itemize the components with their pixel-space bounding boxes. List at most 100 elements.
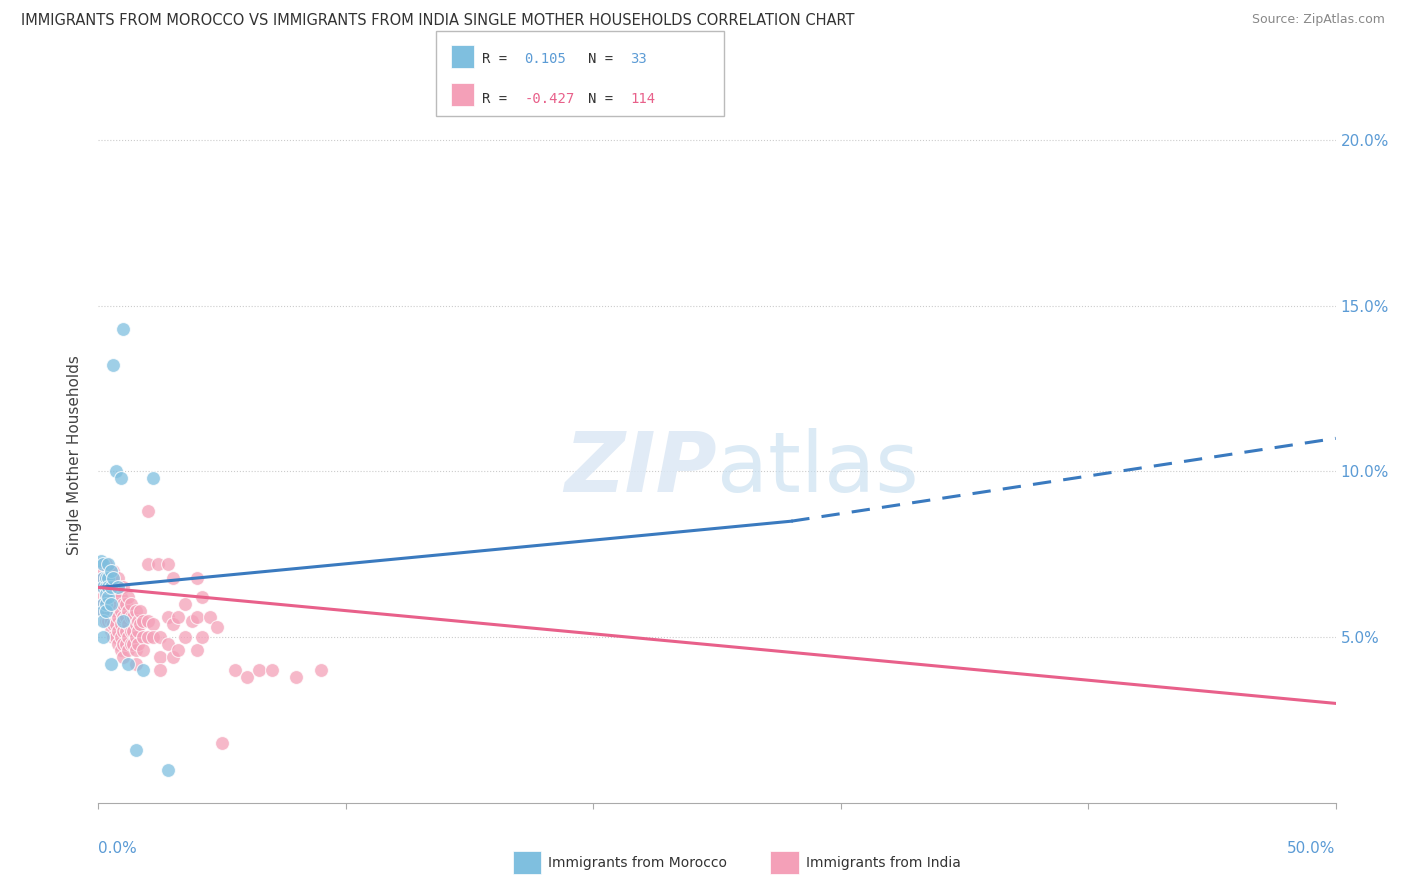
Point [260,663,283,677]
Point [132,614,155,628]
Point [100,604,122,618]
Point [127,624,149,638]
Text: Immigrants from Morocco: Immigrants from Morocco [548,855,727,870]
Point [104,591,127,605]
Point [103,630,125,644]
Point [205,620,228,634]
Point [120,610,142,624]
Point [107,624,129,638]
Point [166,643,188,657]
Point [94,570,117,584]
Point [93,558,115,572]
Point [97,581,120,595]
Point [247,663,270,677]
Point [94,558,117,572]
Point [100,614,122,628]
Point [93,614,115,628]
Text: ZIP: ZIP [564,428,717,509]
Point [224,663,246,677]
Y-axis label: Single Mother Households: Single Mother Households [67,355,83,555]
Point [90,554,112,568]
Point [114,610,136,624]
Point [156,610,179,624]
Point [94,614,117,628]
Point [120,624,142,638]
Point [149,650,172,665]
Point [107,570,129,584]
Text: 0.0%: 0.0% [98,841,138,856]
Point [103,616,125,631]
Point [122,624,145,638]
Text: Source: ZipAtlas.com: Source: ZipAtlas.com [1251,13,1385,27]
Point [309,663,332,677]
Point [93,604,115,618]
Point [132,663,155,677]
Point [110,630,132,644]
Point [94,604,117,618]
Point [132,643,155,657]
Point [112,637,135,651]
Point [132,630,155,644]
Point [127,614,149,628]
Point [97,604,120,618]
Point [114,637,136,651]
Point [142,616,165,631]
Point [174,597,197,611]
Point [117,657,139,671]
Point [117,643,139,657]
Point [94,570,117,584]
Point [191,630,214,644]
Point [103,564,125,578]
Point [120,597,142,611]
Point [107,597,129,611]
Point [112,650,135,665]
Point [142,630,165,644]
Point [124,643,146,657]
Point [100,570,122,584]
Point [94,591,117,605]
Point [97,564,120,578]
Text: 50.0%: 50.0% [1288,841,1336,856]
Point [186,570,208,584]
Point [156,637,179,651]
Point [94,597,117,611]
Text: N =: N = [588,52,621,66]
Point [94,604,117,618]
Point [94,581,117,595]
Point [124,616,146,631]
Point [112,614,135,628]
Text: -0.427: -0.427 [524,92,575,106]
Point [103,577,125,591]
Point [156,558,179,572]
Point [93,591,115,605]
Point [97,558,120,572]
Point [285,670,308,684]
Point [104,581,127,595]
Point [117,616,139,631]
Point [136,504,159,518]
Point [107,583,129,598]
Text: R =: R = [482,92,516,106]
Point [181,614,204,628]
Point [97,591,120,605]
Point [93,564,115,578]
Point [149,630,172,644]
Point [100,657,122,671]
Point [110,591,132,605]
Point [162,650,184,665]
Point [112,322,135,336]
Point [127,637,149,651]
Point [136,614,159,628]
Point [112,581,135,595]
Point [110,471,132,485]
Text: 0.105: 0.105 [524,52,567,66]
Point [93,581,115,595]
Point [103,604,125,618]
Point [103,591,125,605]
Text: 114: 114 [630,92,655,106]
Point [146,558,169,572]
Point [93,630,115,644]
Point [236,670,259,684]
Point [156,763,179,777]
Point [186,643,208,657]
